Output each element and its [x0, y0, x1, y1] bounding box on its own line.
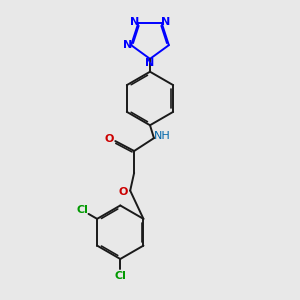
- Text: N: N: [123, 40, 132, 50]
- Text: N: N: [130, 17, 139, 27]
- Text: NH: NH: [154, 131, 170, 141]
- Text: Cl: Cl: [114, 271, 126, 281]
- Text: O: O: [118, 187, 128, 196]
- Text: N: N: [161, 17, 170, 27]
- Text: O: O: [105, 134, 114, 144]
- Text: N: N: [146, 58, 154, 68]
- Text: Cl: Cl: [76, 206, 88, 215]
